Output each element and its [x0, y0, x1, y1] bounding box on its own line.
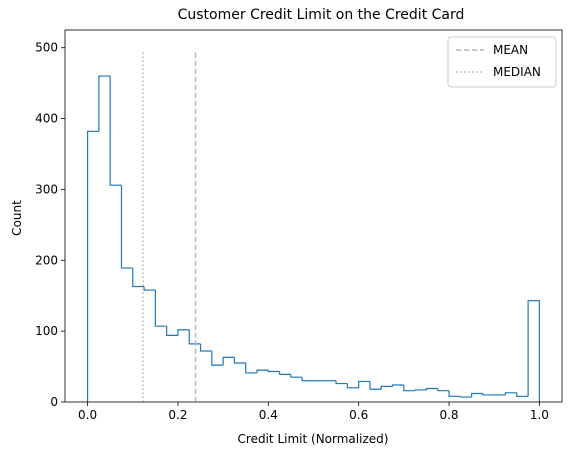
histogram-bar — [245, 363, 258, 374]
histogram-bar — [166, 326, 178, 336]
histogram-bar — [516, 392, 529, 397]
histogram-bar — [177, 329, 190, 336]
legend-label: MEDIAN — [493, 65, 541, 79]
y-axis-ticks: 0 100 200 300 400 500 — [35, 41, 65, 409]
histogram-bar — [335, 380, 348, 385]
plot-area — [64, 29, 571, 403]
histogram-bar — [346, 383, 359, 389]
axes-spines — [64, 29, 563, 403]
histogram-bar — [211, 350, 224, 366]
y-axis-label: Count — [10, 200, 24, 236]
histogram-bar — [267, 370, 280, 373]
histogram-bar — [471, 392, 483, 398]
y-tick-label: 300 — [35, 182, 58, 196]
histogram-bar — [301, 377, 314, 382]
reference-lines — [142, 49, 197, 402]
y-tick-label: 500 — [35, 41, 58, 55]
x-axis-label: Credit Limit (Normalized) — [238, 432, 389, 446]
y-tick-label: 0 — [50, 395, 58, 409]
x-tick-label: 1.0 — [530, 408, 549, 422]
histogram-bar — [188, 329, 201, 345]
axes-background — [71, 34, 571, 402]
histogram-bar — [437, 388, 450, 392]
histogram-bar — [143, 286, 156, 291]
histogram-bar — [120, 185, 133, 269]
histogram-bar — [459, 396, 472, 398]
histogram-bar — [403, 384, 416, 392]
histogram-bar — [222, 356, 235, 366]
legend: MEAN MEDIAN — [447, 36, 557, 88]
histogram-steps — [86, 75, 541, 402]
histogram-bar — [414, 389, 427, 391]
histogram-bar — [358, 380, 370, 388]
histogram-bar — [482, 393, 495, 396]
axes-border — [64, 29, 563, 403]
y-tick-label: 200 — [35, 253, 58, 267]
histogram-bar — [154, 290, 167, 327]
histogram-bar — [391, 384, 404, 387]
histogram-bar — [199, 343, 212, 352]
x-tick-label: 0.0 — [78, 408, 97, 422]
histogram-bar — [98, 75, 111, 132]
histogram-bar — [527, 300, 541, 402]
legend-label: MEAN — [493, 43, 528, 57]
y-tick-label: 400 — [35, 112, 58, 126]
histogram-bar — [290, 374, 303, 378]
chart-title: Customer Credit Limit on the Credit Card — [178, 7, 465, 23]
y-tick-label: 100 — [35, 324, 58, 338]
x-tick-label: 0.4 — [259, 408, 278, 422]
histogram-bar — [448, 390, 461, 397]
x-tick-label: 0.8 — [439, 408, 458, 422]
histogram-bar — [425, 387, 438, 390]
histogram-bar — [256, 369, 269, 373]
x-axis-ticks: 0.0 0.2 0.4 0.6 0.8 1.0 — [78, 402, 549, 422]
histogram-bar — [369, 381, 382, 390]
histogram-bar — [233, 357, 246, 364]
histogram-bar — [279, 371, 291, 375]
x-tick-label: 0.2 — [168, 408, 187, 422]
histogram-bar — [504, 392, 517, 395]
x-tick-label: 0.6 — [349, 408, 368, 422]
histogram-bar — [380, 385, 393, 390]
histogram-bar — [86, 130, 99, 402]
histogram-bar — [109, 76, 122, 186]
histogram-bar — [132, 268, 145, 288]
